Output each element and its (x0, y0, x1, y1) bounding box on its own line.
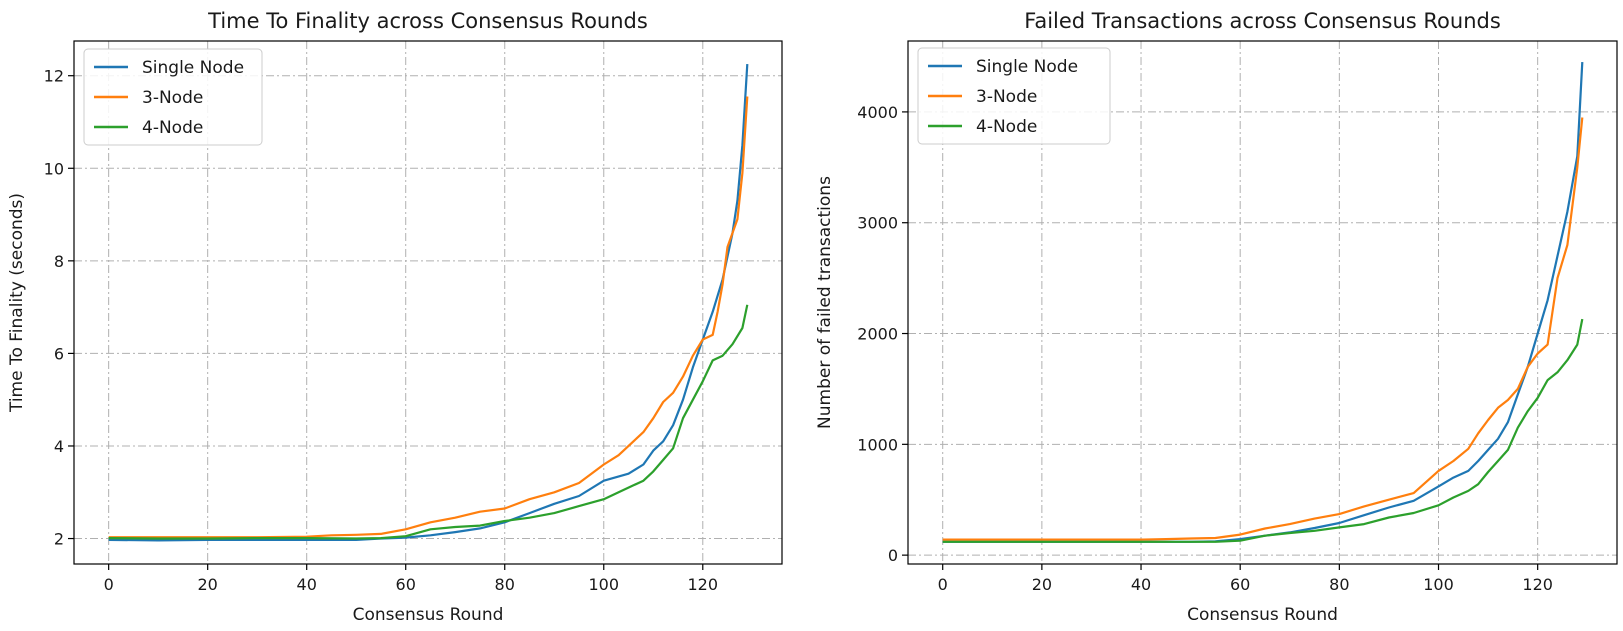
chart-0-series-line-2 (108, 304, 749, 540)
chart-1-legend-label-0: Single Node (976, 57, 1078, 77)
chart-0-y-tick-label: 2 (54, 530, 64, 549)
chart-0-x-tick-label: 0 (104, 575, 114, 594)
chart-0-legend-box (83, 48, 263, 146)
chart-1-legend-label-1: 3-Node (976, 87, 1037, 107)
chart-1-legend-box (917, 47, 1111, 145)
chart-0-x-tick-label: 20 (197, 575, 217, 594)
chart-0-x-axis-label: Consensus Round (353, 605, 504, 625)
chart-0-legend-label-0: Single Node (142, 58, 244, 78)
chart-1-y-axis-label: Number of failed transactions (815, 176, 835, 429)
chart-0-plot-frame (73, 40, 783, 565)
chart-0-x-tick-label: 100 (588, 575, 619, 594)
chart-0-y-tick-label: 4 (54, 437, 64, 456)
chart-0-y-tick-label: 6 (54, 344, 64, 363)
chart-1-x-tick-label: 40 (1131, 575, 1151, 594)
chart-0-x-tick-label: 120 (688, 575, 719, 594)
chart-1-y-tick-label: 1000 (857, 435, 898, 454)
chart-1-y-tick-label: 0 (888, 546, 898, 565)
chart-0-legend-label-1: 3-Node (142, 88, 203, 108)
chart-1-y-tick-label: 3000 (857, 214, 898, 233)
chart-1-x-tick-label: 0 (938, 575, 948, 594)
chart-0-title: Time To Finality across Consensus Rounds (207, 9, 648, 33)
chart-1-y-tick-label: 4000 (857, 103, 898, 122)
chart-1-x-tick-label: 60 (1230, 575, 1250, 594)
chart-1-title: Failed Transactions across Consensus Rou… (1024, 9, 1501, 33)
chart-1-x-tick-label: 120 (1522, 575, 1553, 594)
chart-1-series-line-2 (942, 318, 1584, 543)
chart-0-x-tick-label: 60 (396, 575, 416, 594)
chart-0-y-tick-label: 8 (54, 252, 64, 271)
chart-1-y-tick-label: 2000 (857, 325, 898, 344)
chart-1-x-tick-label: 80 (1329, 575, 1349, 594)
chart-1-legend-label-2: 4-Node (976, 117, 1037, 137)
chart-0-y-tick-label: 10 (44, 159, 64, 178)
chart-0-series-line-1 (108, 96, 749, 539)
chart-1-x-tick-label: 20 (1032, 575, 1052, 594)
chart-0-legend-label-2: 4-Node (142, 118, 203, 138)
chart-1-x-tick-label: 100 (1423, 575, 1454, 594)
chart-1-x-axis-label: Consensus Round (1187, 605, 1338, 625)
chart-1-plot-frame (907, 40, 1618, 565)
chart-0-y-axis-label: Time To Finality (seconds) (7, 193, 27, 413)
chart-0-legend: Single Node 3-Node 4-Node (83, 48, 263, 146)
chart-0-x-tick-label: 80 (495, 575, 515, 594)
failed-tx-chart-panel: 0 20 40 60 80 100 120 0 1000 2000 3000 4000 Failed T… (815, 9, 1618, 625)
chart-1-legend: Single Node 3-Node 4-Node (917, 47, 1111, 145)
chart-1-series-line-1 (942, 117, 1584, 541)
chart-0-y-tick-label: 12 (44, 67, 64, 86)
chart-0-series-line-0 (108, 64, 749, 542)
chart-0-x-tick-label: 40 (297, 575, 317, 594)
ttf-chart-panel: 0 20 40 60 80 100 120 2 4 6 8 10 12 Time To Finality … (7, 9, 783, 625)
